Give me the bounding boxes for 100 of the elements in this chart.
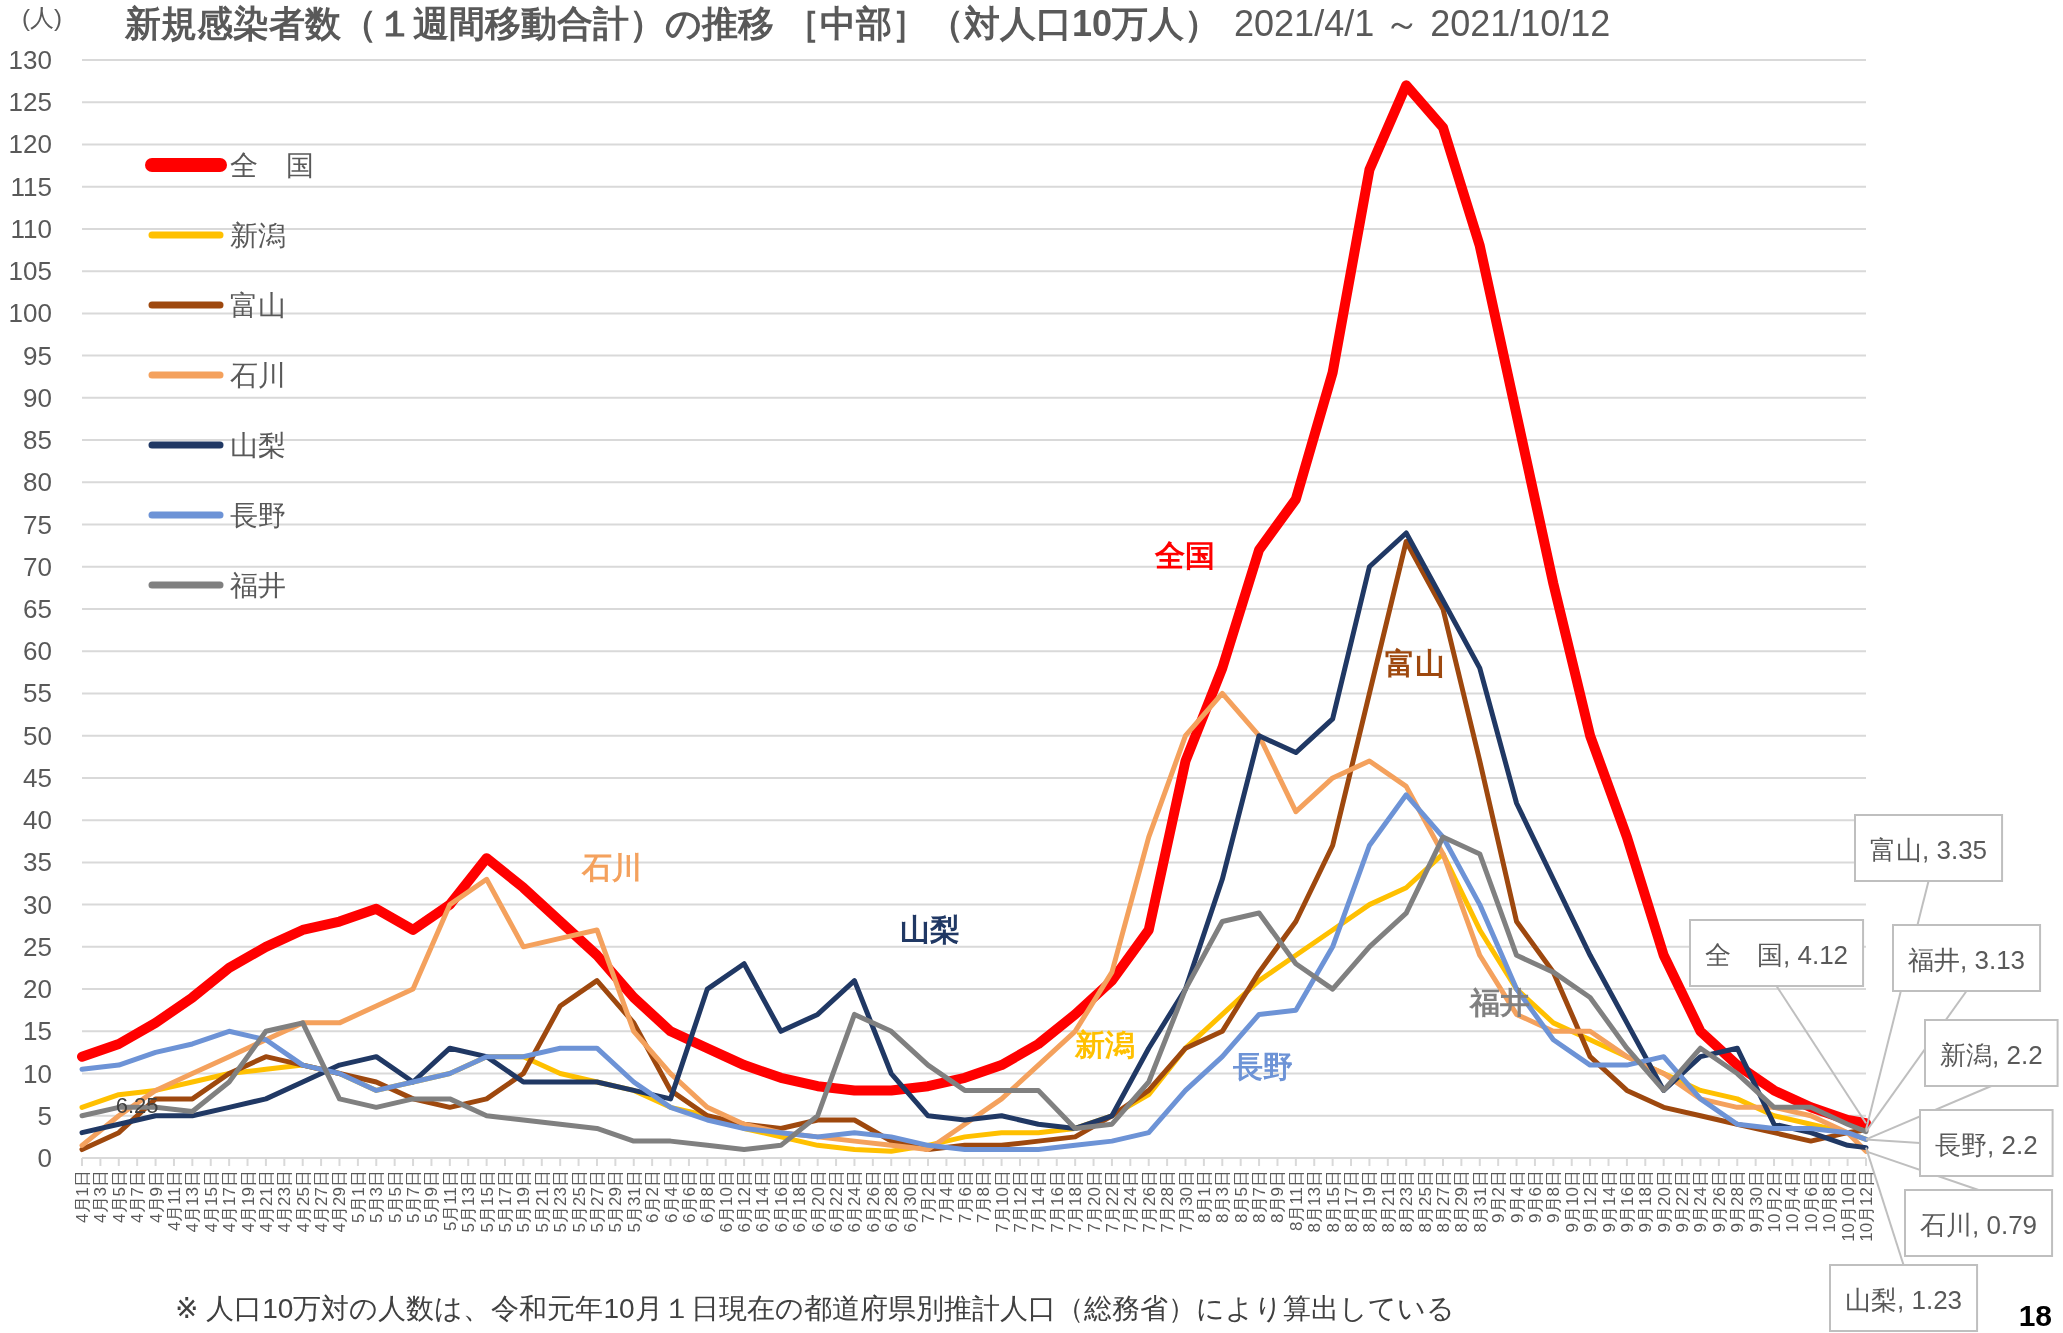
x-tick-label: 4月25日 [293, 1170, 313, 1233]
x-tick-label: 6月10日 [716, 1170, 736, 1233]
y-tick-label: 10 [23, 1058, 52, 1089]
x-tick-label: 4月11日 [164, 1170, 184, 1232]
x-tick-label: 4月27日 [312, 1170, 332, 1233]
x-tick-label: 10月8日 [1820, 1170, 1840, 1233]
x-tick-label: 10月4日 [1783, 1170, 1803, 1233]
y-tick-label: 15 [23, 1016, 52, 1047]
x-tick-label: 5月5日 [385, 1170, 405, 1223]
x-tick-label: 7月14日 [1029, 1170, 1049, 1233]
x-tick-label: 9月24日 [1691, 1170, 1711, 1233]
x-tick-label: 9月16日 [1617, 1170, 1637, 1233]
x-tick-label: 8月25日 [1415, 1170, 1435, 1233]
x-tick-label: 10月12日 [1857, 1170, 1876, 1242]
x-tick-label: 6月8日 [698, 1170, 718, 1223]
x-tick-label: 8月1日 [1194, 1170, 1214, 1223]
x-tick-label: 7月16日 [1047, 1170, 1067, 1233]
x-tick-label: 6月6日 [679, 1170, 699, 1223]
x-tick-label: 9月10日 [1562, 1170, 1582, 1233]
x-tick-label: 9月18日 [1636, 1170, 1656, 1233]
legend-label: 富山 [230, 290, 286, 321]
y-tick-label: 30 [23, 889, 52, 920]
annotation: 長野 [1232, 1050, 1293, 1083]
x-tick-label: 5月27日 [587, 1170, 607, 1233]
x-tick-label: 6月12日 [735, 1170, 755, 1233]
x-tick-label: 7月28日 [1158, 1170, 1178, 1233]
x-tick-label: 7月8日 [974, 1170, 994, 1223]
x-tick-label: 9月22日 [1673, 1170, 1693, 1233]
x-tick-label: 5月19日 [514, 1170, 534, 1233]
x-tick-label: 7月22日 [1102, 1170, 1122, 1233]
annotation: 富山, 3.35 [1870, 835, 1988, 865]
legend-label: 新潟 [230, 220, 286, 251]
y-tick-label: 35 [23, 847, 52, 878]
y-axis-title: (人) [22, 4, 62, 31]
y-tick-label: 5 [37, 1100, 52, 1131]
x-tick-label: 7月18日 [1066, 1170, 1086, 1233]
x-tick-label: 5月25日 [569, 1170, 589, 1233]
x-tick-label: 4月15日 [201, 1170, 221, 1233]
annotation: 全 国, 4.12 [1705, 940, 1849, 970]
x-tick-label: 4月13日 [183, 1170, 203, 1233]
annotation: 全国 [1154, 539, 1215, 572]
y-tick-label: 120 [8, 129, 52, 160]
y-tick-label: 75 [23, 509, 52, 540]
x-tick-label: 8月15日 [1323, 1170, 1343, 1233]
x-tick-label: 8月7日 [1250, 1170, 1270, 1223]
chart-subtitle: 2021/4/1 ～ 2021/10/12 [1234, 3, 1611, 44]
x-tick-label: 4月21日 [256, 1170, 276, 1233]
x-tick-label: 6月22日 [827, 1170, 847, 1233]
legend-label: 山梨 [230, 430, 286, 461]
x-tick-label: 7月24日 [1121, 1170, 1141, 1233]
x-tick-label: 8月9日 [1268, 1170, 1288, 1223]
x-tick-label: 6月16日 [771, 1170, 791, 1233]
x-tick-label: 5月7日 [404, 1170, 424, 1223]
x-tick-label: 4月23日 [275, 1170, 295, 1233]
x-tick-label: 6月28日 [882, 1170, 902, 1233]
x-tick-label: 5月29日 [606, 1170, 626, 1233]
x-tick-label: 5月13日 [459, 1170, 479, 1233]
legend-label: 全 国 [230, 150, 314, 181]
x-tick-label: 7月6日 [955, 1170, 975, 1223]
y-tick-label: 20 [23, 974, 52, 1005]
y-tick-label: 110 [10, 213, 52, 244]
x-tick-label: 6月30日 [900, 1170, 920, 1233]
annotation: 福井, 3.13 [1908, 945, 2026, 975]
x-tick-label: 7月2日 [919, 1170, 939, 1223]
x-tick-label: 5月11日 [440, 1170, 460, 1232]
x-tick-label: 10月10日 [1838, 1170, 1858, 1242]
x-tick-label: 8月23日 [1397, 1170, 1417, 1233]
y-tick-label: 85 [23, 425, 52, 456]
x-tick-label: 10月6日 [1801, 1170, 1821, 1233]
annotation: 新潟, 2.2 [1940, 1040, 2043, 1070]
x-tick-label: 9月6日 [1525, 1170, 1545, 1223]
x-tick-label: 6月24日 [845, 1170, 865, 1233]
x-tick-label: 4月1日 [73, 1170, 92, 1223]
annotation: 石川 [581, 851, 642, 884]
y-tick-label: 95 [23, 340, 52, 371]
legend-label: 福井 [230, 570, 286, 601]
annotation: 長野, 2.2 [1935, 1130, 2038, 1160]
x-tick-label: 5月3日 [367, 1170, 387, 1223]
legend-label: 石川 [230, 360, 286, 391]
y-tick-label: 25 [23, 931, 52, 962]
x-tick-label: 10月2日 [1765, 1170, 1785, 1233]
x-tick-label: 9月28日 [1728, 1170, 1748, 1233]
x-tick-label: 4月19日 [238, 1170, 258, 1233]
x-tick-label: 8月13日 [1305, 1170, 1325, 1233]
x-tick-label: 9月30日 [1746, 1170, 1766, 1233]
annotation: 6.25 [115, 1093, 159, 1119]
x-tick-label: 8月29日 [1452, 1170, 1472, 1233]
x-tick-label: 9月14日 [1599, 1170, 1619, 1233]
x-tick-label: 7月30日 [1176, 1170, 1196, 1233]
x-tick-label: 7月12日 [1010, 1170, 1030, 1233]
y-tick-label: 105 [8, 256, 52, 287]
x-tick-label: 8月19日 [1360, 1170, 1380, 1233]
x-tick-label: 9月4日 [1507, 1170, 1527, 1223]
x-tick-label: 8月31日 [1470, 1170, 1490, 1233]
x-tick-label: 5月1日 [348, 1170, 368, 1223]
y-tick-label: 100 [8, 298, 52, 329]
y-tick-label: 50 [23, 720, 52, 751]
x-tick-label: 9月20日 [1654, 1170, 1674, 1233]
text: 18 [2018, 1299, 2052, 1332]
x-tick-label: 8月21日 [1378, 1170, 1398, 1233]
